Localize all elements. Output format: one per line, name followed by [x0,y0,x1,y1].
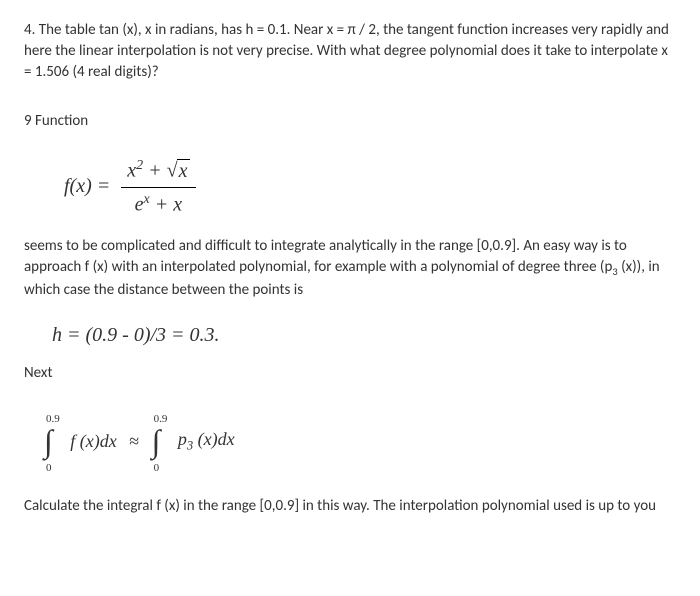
rhs-p: p [178,429,187,449]
int-lower-left: 0 [44,462,52,474]
integral-left: 0.9 ∫ 0 [44,404,60,478]
question-9-para1: seems to be complicated and difficult to… [24,236,676,301]
next-label: Next [24,363,676,384]
fraction: x2 + √x ex + x [121,156,195,218]
num-x: x [127,160,136,182]
integral-formula: 0.9 ∫ 0 f (x)dx ≈ 0.9 ∫ 0 p3 (x)dx [44,404,676,478]
question-9-para2: Calculate the integral f (x) in the rang… [24,496,676,517]
radical-sign: √ [167,160,178,182]
int-lower-right: 0 [152,462,160,474]
fraction-numerator: x2 + √x [121,156,195,188]
approx-sign: ≈ [129,429,139,454]
den-rest: + x [150,193,182,215]
para1-main: seems to be complicated and difficult to… [24,237,627,276]
rhs-rest: (x)dx [193,429,234,449]
int-lhs-body: f (x)dx [70,429,116,454]
int-sign-left: ∫ [44,429,60,453]
fraction-denominator: ex + x [121,188,195,219]
den-e: e [135,193,144,215]
h-formula: h = (0.9 - 0)/3 = 0.3. [52,321,676,349]
question-4-text: 4. The table tan (x), x in radians, has … [24,20,676,83]
int-rhs-body: p3 (x)dx [178,427,235,455]
num-plus: + [143,160,167,182]
radicand: x [177,159,190,182]
int-sign-right: ∫ [152,429,168,453]
formula-lhs: f(x) = [64,175,110,197]
function-formula: f(x) = x2 + √x ex + x [64,156,676,218]
question-9-heading: 9 Function [24,111,676,132]
integral-right: 0.9 ∫ 0 [152,404,168,478]
